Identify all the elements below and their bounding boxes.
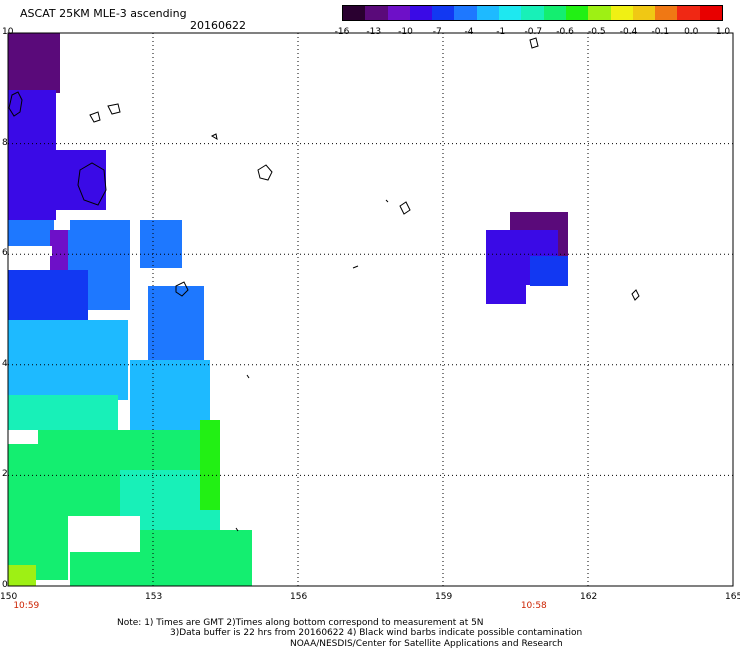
wind-cell: [8, 430, 38, 444]
y-tick-label: 6: [2, 248, 8, 259]
colorbar-label: -0.5: [588, 27, 606, 37]
colorbar: [342, 5, 723, 21]
colorbar-swatch: [476, 6, 500, 20]
colorbar-label: -16: [334, 27, 350, 37]
wind-cell: [8, 246, 52, 256]
island-outline: [8, 91, 23, 117]
wind-cell: [140, 220, 182, 268]
island-outline: [235, 527, 239, 532]
island-outline: [631, 289, 640, 301]
colorbar-swatch: [588, 6, 611, 20]
island-outline: [89, 111, 101, 123]
colorbar-swatch: [565, 6, 589, 20]
island-outline: [352, 265, 359, 269]
note-line-2: 3)Data buffer is 22 hrs from 20160622 4)…: [170, 628, 583, 638]
note-line-1: Note: 1) Times are GMT 2)Times along bot…: [117, 618, 484, 628]
island-outline: [529, 37, 539, 49]
pass-time-label: 10:59: [13, 601, 40, 611]
wind-cell: [60, 220, 70, 230]
note-line-3: NOAA/NESDIS/Center for Satellite Applica…: [290, 639, 563, 649]
island-outline: [246, 374, 250, 379]
colorbar-label: -0.6: [556, 27, 574, 37]
wind-cell: [50, 230, 68, 275]
island-outline: [399, 201, 411, 215]
colorbar-swatch: [387, 6, 410, 20]
x-tick-label: 162: [580, 592, 598, 602]
wind-cell: [130, 360, 210, 430]
island-outline: [107, 103, 121, 115]
wind-cells: [8, 33, 568, 586]
x-tick-label: 156: [290, 592, 308, 602]
colorbar-label: -13: [366, 27, 382, 37]
map-frame: [7, 32, 734, 587]
wind-cell: [8, 565, 36, 586]
colorbar-label: -10: [398, 27, 413, 37]
colorbar-label: -1: [496, 27, 506, 37]
island-outline: [77, 162, 107, 206]
colorbar-swatch: [655, 6, 678, 20]
colorbar-swatch: [632, 6, 656, 20]
wind-cell: [8, 90, 56, 220]
island-outline: [257, 164, 273, 181]
wind-cell: [8, 395, 118, 435]
y-tick-label: 10: [2, 27, 14, 37]
colorbar-label: -0.4: [619, 27, 638, 37]
x-tick-label: 150: [0, 592, 18, 602]
wind-cell: [530, 256, 568, 286]
colorbar-label: 1.0: [715, 27, 731, 37]
product-title: ASCAT 25KM MLE-3 ascending: [20, 7, 187, 20]
wind-cell: [8, 33, 60, 93]
colorbar-label: -0.1: [651, 27, 670, 37]
y-tick-label: 8: [2, 137, 8, 148]
wind-cell: [486, 284, 526, 304]
x-tick-label: 159: [435, 592, 453, 602]
colorbar-swatch: [699, 6, 723, 20]
wind-cell: [148, 286, 204, 366]
colorbar-label: -0.7: [524, 27, 543, 37]
gridlines: [8, 33, 733, 586]
colorbar-swatch: [521, 6, 544, 20]
coastlines: [8, 37, 640, 532]
colorbar-swatch: [409, 6, 433, 20]
colorbar-label: 0.0: [684, 27, 699, 37]
colorbar-swatch: [610, 6, 633, 20]
colorbar-swatch: [677, 6, 700, 20]
y-tick-label: 0: [2, 580, 8, 590]
wind-cell: [8, 320, 128, 400]
colorbar-swatch: [365, 6, 388, 20]
colorbar-label: -4: [464, 27, 474, 37]
pass-time-label: 10:58: [520, 601, 547, 611]
wind-cell: [56, 150, 106, 210]
wind-cell: [68, 516, 140, 552]
colorbar-swatch: [454, 6, 477, 20]
island-outline: [175, 281, 189, 297]
wind-cell: [200, 420, 220, 510]
y-tick-label: 2: [2, 469, 8, 480]
product-date: 20160622: [190, 19, 246, 32]
x-tick-label: 165: [725, 592, 740, 602]
colorbar-swatch: [543, 6, 566, 20]
island-outline: [210, 133, 218, 141]
x-tick-label: 153: [145, 592, 163, 602]
colorbar-label: -7: [432, 27, 442, 37]
colorbar-swatch: [499, 6, 522, 20]
colorbar-swatch: [343, 6, 366, 20]
wind-cell: [8, 220, 54, 250]
colorbar-swatch: [432, 6, 455, 20]
y-tick-label: 4: [2, 358, 8, 369]
colorbar-labels: -16 -13 -10 -7 -4 -1 -0.7 -0.6 -0.5 -0.4 -0.1 0.0 1.…: [330, 27, 731, 39]
island-outline: [385, 199, 389, 203]
